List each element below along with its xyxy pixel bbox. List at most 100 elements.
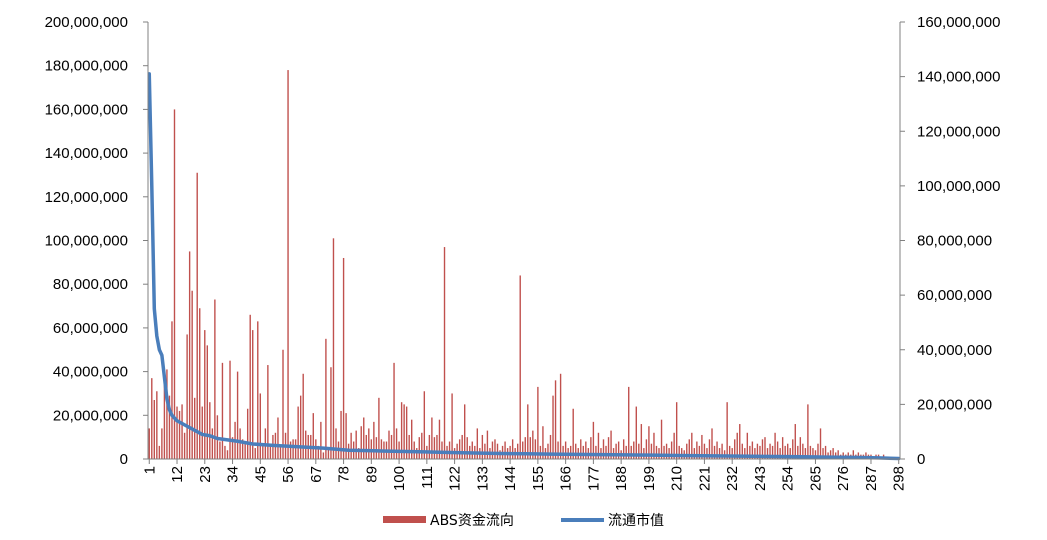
- abs-flow-bar: [529, 437, 531, 459]
- abs-flow-bar: [178, 410, 181, 459]
- left-tick-label: 40,000,000: [53, 364, 128, 381]
- abs-flow-bar: [171, 321, 173, 459]
- abs-flow-bar: [322, 452, 325, 459]
- abs-flow-bar: [792, 439, 794, 459]
- abs-flow-bar: [421, 432, 423, 459]
- abs-flow-bar: [325, 338, 327, 459]
- abs-flow-bar: [653, 432, 655, 459]
- abs-flow-bar: [438, 419, 441, 459]
- x-tick-label: 67: [308, 466, 325, 483]
- abs-flow-bar: [812, 448, 814, 459]
- abs-flow-bar: [199, 308, 201, 459]
- abs-flow-bar: [824, 445, 827, 459]
- abs-flow-bar: [640, 424, 643, 459]
- abs-flow-bar: [628, 386, 630, 459]
- abs-flow-bar: [405, 406, 408, 459]
- abs-flow-bar: [822, 448, 824, 459]
- abs-flow-bar: [731, 448, 733, 459]
- x-tick-label: 100: [391, 466, 408, 491]
- abs-flow-bar: [350, 432, 352, 459]
- abs-flow-bar: [403, 404, 405, 460]
- right-tick-label: 100,000,000: [917, 178, 1000, 195]
- abs-flow-bar: [249, 314, 251, 459]
- abs-flow-bar: [282, 349, 284, 459]
- abs-flow-bar: [188, 251, 191, 459]
- abs-flow-bar: [761, 439, 764, 459]
- abs-flow-bar: [549, 434, 552, 459]
- x-tick-label: 23: [197, 466, 214, 483]
- abs-flow-bar: [246, 408, 249, 459]
- abs-flow-bar: [708, 439, 711, 459]
- x-tick-label: 78: [336, 466, 353, 483]
- abs-flow-bar: [360, 426, 362, 459]
- abs-flow-bar: [625, 445, 627, 459]
- right-tick-label: 40,000,000: [917, 342, 992, 359]
- abs-flow-bar: [814, 450, 817, 459]
- x-tick-label: 199: [641, 466, 658, 491]
- abs-flow-bar: [728, 445, 731, 459]
- abs-flow-bar: [267, 365, 269, 459]
- abs-flow-bar: [607, 437, 610, 459]
- abs-flow-bar: [448, 441, 451, 459]
- abs-flow-bar: [569, 445, 572, 459]
- abs-flow-bar: [176, 406, 178, 459]
- x-tick-label: 144: [502, 466, 519, 491]
- abs-flow-bar: [257, 321, 259, 459]
- abs-flow-bar: [166, 369, 168, 459]
- abs-flow-bar: [262, 445, 264, 459]
- abs-flow-bar: [630, 445, 632, 459]
- abs-flow-bar: [663, 445, 665, 459]
- abs-flow-bar: [168, 395, 171, 459]
- abs-flow-bar: [458, 439, 461, 459]
- left-tick-label: 100,000,000: [45, 233, 128, 250]
- abs-flow-bar: [345, 413, 347, 459]
- abs-flow-bar: [441, 441, 443, 459]
- abs-flow-bar: [564, 441, 567, 459]
- abs-flow-bar: [711, 428, 713, 459]
- abs-flow-bar: [769, 443, 771, 459]
- abs-flow-bar: [751, 441, 754, 459]
- abs-flow-bar: [693, 448, 696, 459]
- right-axis-ticks: 0 20,000,000 40,000,000 60,000,000 80,000,00…: [900, 14, 1000, 468]
- abs-flow-bar: [161, 428, 163, 459]
- abs-flow-bar: [726, 402, 728, 459]
- abs-flow-bar: [231, 437, 234, 459]
- abs-flow-bar: [804, 448, 807, 459]
- abs-flow-bar: [400, 402, 403, 459]
- abs-flow-bar: [776, 441, 779, 459]
- abs-flow-bar: [809, 445, 812, 459]
- abs-flow-bar: [522, 441, 524, 459]
- abs-flow-bar: [451, 393, 453, 459]
- abs-flow-bar: [418, 437, 420, 459]
- abs-flow-bar: [221, 362, 224, 459]
- abs-flow-bar: [363, 417, 365, 459]
- abs-flow-bar: [802, 443, 804, 459]
- x-tick-label: 287: [863, 466, 880, 491]
- abs-flow-bar: [559, 373, 562, 459]
- abs-flow-bar: [575, 443, 577, 459]
- abs-flow-bar: [784, 445, 786, 459]
- abs-flow-bar: [299, 395, 302, 459]
- axes: [147, 22, 901, 460]
- left-tick-label: 60,000,000: [53, 320, 128, 337]
- abs-flow-bar: [706, 448, 708, 459]
- abs-flow-bar: [534, 439, 537, 459]
- abs-flow-bar: [476, 428, 479, 459]
- abs-flow-bar: [214, 299, 216, 459]
- abs-flow-bar: [638, 443, 640, 459]
- abs-flow-bar: [181, 404, 183, 460]
- market-cap-line-layer: [147, 72, 901, 461]
- abs-flow-bar: [163, 373, 166, 459]
- abs-flow-bar: [287, 70, 289, 459]
- abs-flow-bar: [547, 443, 549, 459]
- abs-flow-bar: [713, 445, 716, 459]
- abs-flow-bar: [206, 345, 208, 459]
- abs-flow-bar: [542, 426, 544, 459]
- abs-flow-bar: [511, 439, 514, 459]
- abs-flow-bar: [494, 439, 496, 459]
- abs-flow-bar: [819, 428, 822, 459]
- abs-flow-bar: [332, 238, 335, 459]
- abs-flow-bar: [734, 439, 736, 459]
- abs-flow-bar: [691, 432, 693, 459]
- abs-flow-bar: [660, 419, 663, 459]
